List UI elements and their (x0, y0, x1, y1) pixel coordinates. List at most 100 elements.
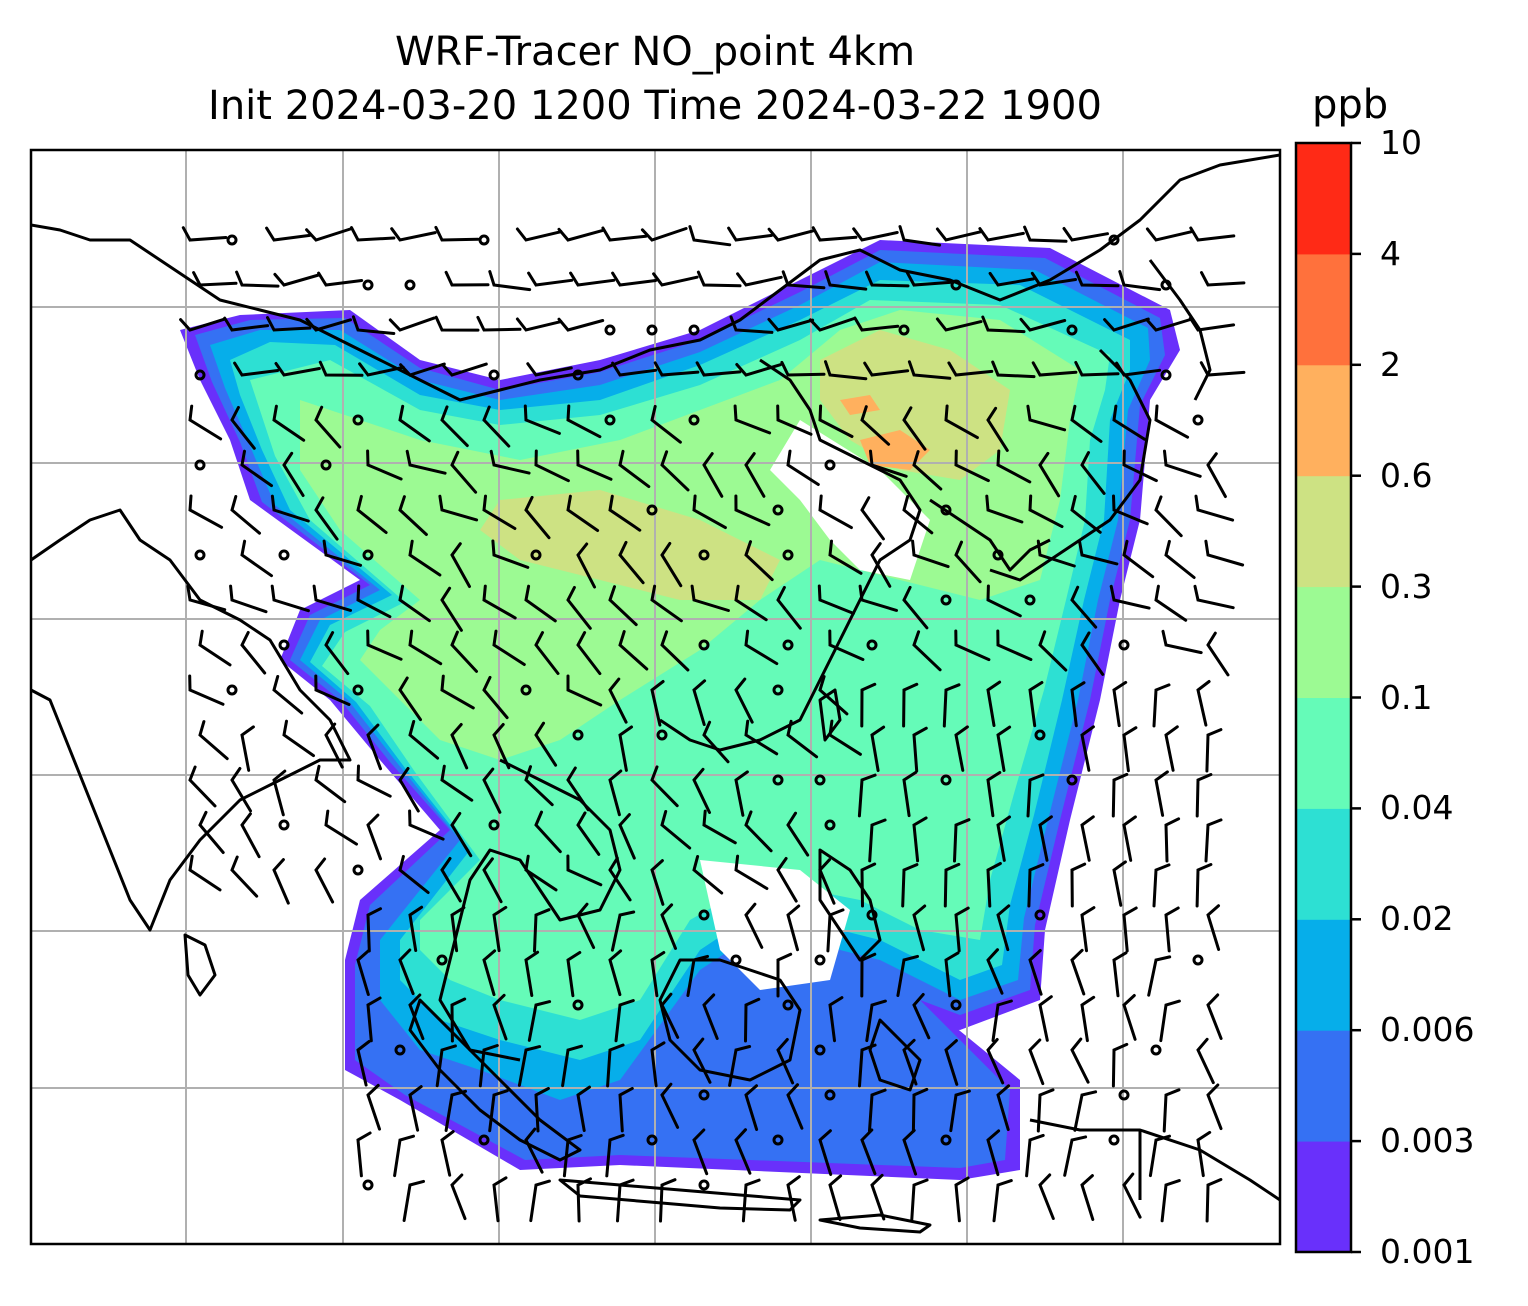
calm-wind-marker (488, 819, 500, 831)
wind-barb (1206, 904, 1221, 951)
calm-wind-marker (940, 774, 952, 786)
wind-barb (314, 764, 347, 804)
wind-barb (853, 316, 900, 332)
wind-barb (1152, 683, 1171, 728)
wind-barb (181, 226, 228, 242)
map-title-line-2: Init 2024-03-20 1200 Time 2024-03-22 190… (208, 83, 1102, 129)
wind-barb (408, 629, 443, 666)
wind-barb (1070, 585, 1098, 629)
wind-barb (366, 723, 382, 771)
wind-barb (988, 271, 1035, 287)
wind-barb (902, 585, 929, 630)
coastline-indochina (438, 758, 622, 1062)
wind-barb (1074, 361, 1120, 377)
wind-barb (660, 630, 690, 672)
calm-wind-marker (278, 549, 290, 561)
wind-barb (954, 1176, 970, 1223)
wind-barb (305, 227, 352, 242)
wind-barb (317, 271, 364, 287)
wind-barb (1109, 584, 1151, 610)
wind-barb (351, 315, 396, 335)
wind-barb (696, 270, 742, 288)
wind-barb (408, 1085, 423, 1132)
wind-barb (515, 317, 563, 332)
wind-barb (611, 361, 658, 377)
wind-barb (1070, 948, 1086, 996)
wind-barb (896, 954, 919, 997)
wind-barb (270, 584, 310, 613)
wind-barb (912, 450, 943, 491)
wind-barb (954, 629, 991, 662)
wind-barb (450, 997, 467, 1043)
wind-barb (524, 584, 557, 623)
wind-barb (440, 764, 474, 802)
calm-wind-marker (940, 504, 952, 516)
wind-barb (744, 997, 761, 1043)
wind-barb (786, 449, 820, 486)
wind-barb (744, 902, 764, 949)
wind-barb (860, 952, 877, 998)
wind-barb (692, 1128, 709, 1176)
wind-barb (1196, 1037, 1215, 1085)
wind-barb (618, 540, 645, 585)
calm-wind-marker (278, 819, 290, 831)
wind-barb (272, 858, 290, 905)
wind-barb (534, 631, 560, 675)
wind-barb (1028, 949, 1043, 996)
wind-barb (991, 360, 1036, 379)
wind-barb (444, 270, 490, 287)
wind-barb (240, 812, 261, 859)
wind-barb (1154, 584, 1188, 622)
wind-barb (482, 675, 509, 720)
wind-barb (986, 1038, 1005, 1085)
colorbar-segment (1296, 1030, 1351, 1142)
wind-barb (398, 495, 428, 536)
wind-barb (450, 542, 471, 588)
calm-wind-marker (698, 1179, 710, 1191)
wind-barb (318, 360, 364, 377)
wind-barb (852, 227, 899, 242)
wind-barb (576, 542, 596, 589)
wind-barb (902, 406, 927, 451)
wind-barb (996, 629, 1033, 661)
wind-barb (911, 1087, 929, 1133)
calm-wind-marker (1150, 1044, 1162, 1056)
wind-barb (690, 584, 730, 612)
calm-wind-marker (698, 909, 710, 921)
wind-barb (356, 494, 388, 534)
wind-barb (640, 227, 688, 242)
wind-barb (492, 905, 508, 953)
calm-wind-marker (1160, 279, 1172, 291)
colorbar-tick-label: 10 (1380, 123, 1422, 162)
calm-wind-marker (478, 234, 490, 246)
wind-barb (744, 1084, 759, 1131)
wind-barb (618, 725, 633, 772)
wind-barb (660, 450, 690, 492)
calm-wind-marker (688, 414, 700, 426)
wind-barb (230, 406, 256, 450)
wind-barb (692, 1037, 712, 1084)
calm-wind-marker (278, 639, 290, 651)
wind-barb (869, 449, 908, 478)
wind-barb (860, 1128, 877, 1176)
wind-barb (702, 452, 724, 498)
wind-barb (434, 225, 480, 242)
wind-barb (727, 226, 774, 242)
wind-barb (912, 630, 942, 672)
calm-wind-marker (688, 324, 700, 336)
wind-barb (741, 1178, 761, 1223)
wind-barb (608, 494, 642, 532)
wind-barb (526, 362, 573, 377)
wind-barb (534, 1087, 550, 1133)
wind-barb (566, 951, 582, 998)
coastline-newguinea (1029, 1118, 1280, 1202)
wind-barb (450, 906, 466, 953)
wind-barb (865, 999, 887, 1043)
wind-barb (986, 862, 1002, 908)
wind-barb (902, 1128, 918, 1176)
wind-barb (776, 857, 798, 903)
wind-barb (744, 810, 773, 853)
wind-barb (618, 630, 649, 671)
wind-barb (1063, 1135, 1088, 1177)
wind-barb (611, 271, 658, 287)
